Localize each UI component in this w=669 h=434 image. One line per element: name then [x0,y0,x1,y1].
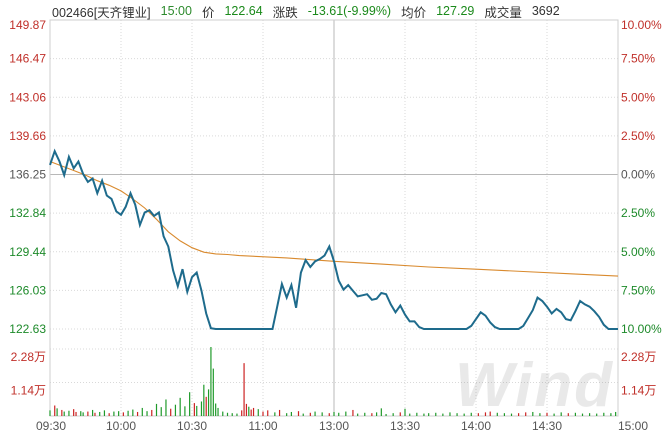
price-line [49,148,618,330]
time-tick-label: 14:00 [461,419,491,433]
change-label: 涨跌 [272,5,298,20]
price-tick-label: 132.84 [9,206,46,220]
percent-tick-label: 10.00% [621,18,662,32]
left-price-axis: 149.87 146.47 143.06 139.66 136.25 132.84 129.… [9,18,46,336]
volume-tick-label-right: 2.28万 [621,350,656,364]
price-value: 122.64 [224,4,263,18]
quote-time: 15:00 [160,4,192,18]
percent-tick-label: 10.00% [621,322,662,336]
avg-price-label: 均价 [401,5,427,20]
quote-header: 002466[天齐锂业] 15:00 价 122.64 涨跌 -13.61(-9… [52,3,560,20]
time-tick-label: 14:30 [532,419,562,433]
stock-code: 002466[天齐锂业] [52,5,151,20]
price-tick-label: 139.66 [9,129,46,143]
price-label: 价 [201,5,215,20]
price-tick-label: 122.63 [9,322,46,336]
time-tick-label: 10:30 [177,419,207,433]
time-tick-label: 11:00 [248,419,277,433]
percent-tick-label: 5.00% [621,245,655,259]
volume-axis: 2.28万 2.28万 1.14万 1.14万 [11,350,657,398]
time-tick-label: 13:30 [390,419,420,433]
percent-tick-label: 0.00% [621,168,655,182]
average-price-line [49,160,619,277]
percent-tick-label: 5.00% [621,90,655,104]
time-tick-label: 13:00 [319,419,349,433]
time-tick-label: 10:00 [106,419,136,433]
volume-value: 3692 [531,4,560,18]
price-tick-label: 146.47 [9,52,46,66]
volume-tick-label-right: 1.14万 [621,384,656,398]
volume-label: 成交量 [484,5,522,20]
percent-tick-label: 7.50% [621,283,655,297]
time-axis: 09:30 10:00 10:30 11:00 13:00 13:30 14:00 14:30… [36,419,648,433]
grid-lines [49,19,619,417]
volume-tick-label-left: 1.14万 [11,384,46,398]
time-tick-label: 15:00 [618,419,648,433]
percent-tick-label: 2.50% [621,129,655,143]
avg-price-value: 127.29 [436,4,475,18]
change-value: -13.61(-9.99%) [307,4,392,18]
right-percent-axis: 10.00% 7.50% 5.00% 2.50% 0.00% 2.50% 5.00% 7.50… [621,18,662,336]
price-tick-label: 126.03 [9,283,46,297]
time-tick-label: 09:30 [36,419,66,433]
volume-bars [49,347,617,416]
volume-tick-label-left: 2.28万 [11,350,46,364]
price-tick-label: 143.06 [9,90,46,104]
price-tick-label: 136.25 [9,168,46,182]
percent-tick-label: 7.50% [621,52,655,66]
percent-tick-label: 2.50% [621,206,655,220]
price-tick-label: 129.44 [9,245,46,259]
price-tick-label: 149.87 [9,18,46,32]
